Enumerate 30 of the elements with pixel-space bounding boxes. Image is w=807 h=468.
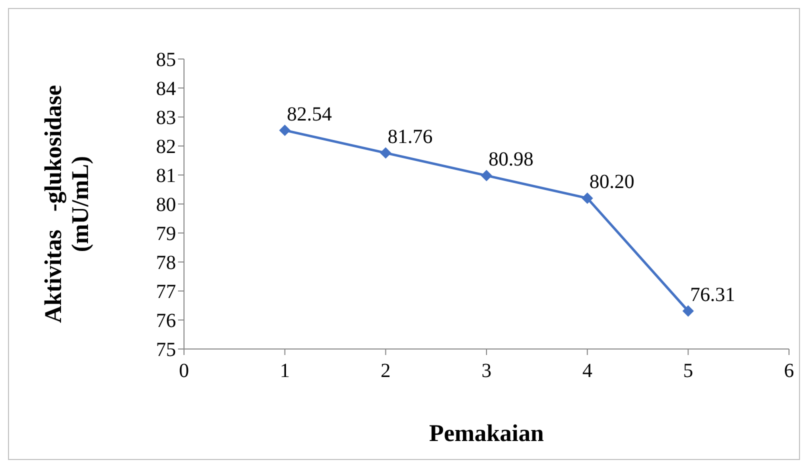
point [582, 192, 593, 204]
x-tick-label: 3 [482, 360, 492, 382]
y-tick-label: 78 [156, 252, 176, 274]
text: 81.76 [388, 126, 433, 148]
y-axis-title: Aktivitas -glukosidase (mU/mL) [41, 84, 94, 324]
x-tick-label: 6 [784, 360, 794, 382]
x-tick-label: 5 [683, 360, 694, 382]
y-tick-label: 83 [156, 107, 176, 130]
text: 80.98 [488, 148, 534, 171]
y-tick-label: 81 [156, 165, 176, 188]
text: 76.31 [690, 284, 736, 306]
text: 80.20 [589, 171, 634, 194]
y-tick-label: 77 [156, 281, 176, 304]
y-tick-label: 82 [156, 136, 176, 158]
y-tick-label: 79 [156, 223, 176, 246]
y-tick-label: 85 [156, 49, 176, 72]
x-axis-title: Pemakaian [429, 421, 544, 447]
x-tick-label: 2 [380, 360, 391, 382]
x-tick-label: 4 [582, 360, 592, 382]
point [380, 147, 392, 158]
point [682, 306, 694, 317]
x-tick-label: 1 [280, 360, 290, 382]
point [279, 124, 290, 136]
y-tick-label: 76 [156, 310, 176, 332]
y-tick-label: 84 [156, 78, 176, 100]
x-tick-label: 0 [179, 360, 189, 382]
text: 82.54 [286, 103, 332, 126]
y-tick-label: 75 [156, 339, 176, 362]
point [481, 170, 492, 182]
y-tick-label: 80 [156, 194, 176, 216]
